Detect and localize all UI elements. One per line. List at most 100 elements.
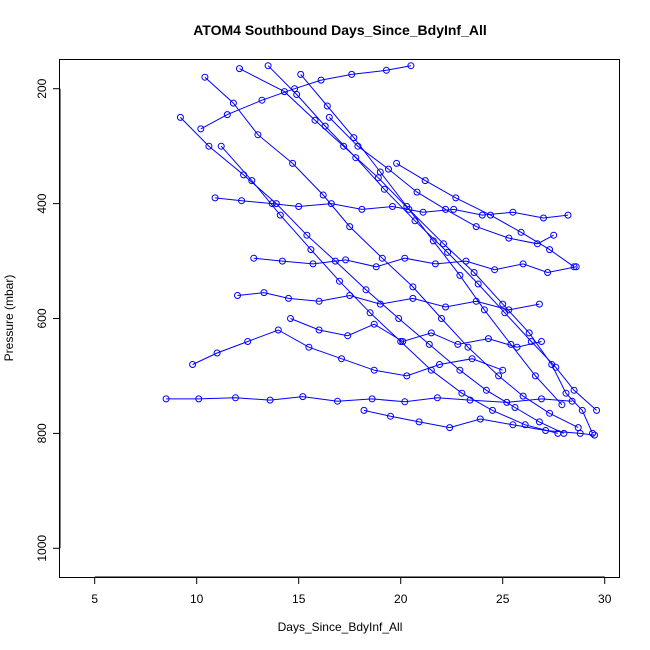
data-point: [354, 142, 362, 150]
data-point: [327, 200, 335, 208]
y-tick-label: 1000: [35, 535, 49, 562]
data-point: [289, 159, 297, 167]
data-point: [297, 70, 305, 78]
data-point: [195, 395, 203, 403]
data-point: [268, 200, 276, 208]
data-point: [466, 396, 474, 404]
data-point: [454, 340, 462, 348]
data-point: [358, 205, 366, 213]
data-layer: [162, 62, 601, 439]
series-3: [264, 62, 601, 414]
data-point: [429, 237, 437, 245]
data-point: [346, 292, 354, 299]
data-point: [480, 306, 488, 314]
data-point: [399, 338, 407, 345]
data-point: [334, 397, 341, 405]
data-point: [525, 329, 533, 337]
data-point: [366, 309, 374, 317]
data-point: [376, 300, 384, 308]
series-line: [253, 257, 577, 274]
data-point: [248, 177, 256, 185]
data-point: [462, 257, 470, 265]
series-line: [166, 396, 573, 403]
data-point: [552, 363, 560, 371]
data-point: [325, 113, 333, 121]
x-axis-label: Days_Since_BdyInf_All: [278, 620, 403, 634]
data-point: [535, 418, 543, 426]
data-point: [291, 85, 299, 93]
data-point: [570, 386, 578, 394]
data-point: [487, 211, 494, 219]
x-tick-label: 20: [394, 592, 408, 606]
data-point: [546, 246, 554, 254]
data-point: [223, 111, 231, 119]
data-point: [311, 116, 319, 124]
data-point: [309, 260, 317, 268]
data-point: [360, 406, 368, 414]
data-point: [348, 70, 356, 78]
y-tick-label: 200: [35, 78, 49, 98]
data-point: [201, 73, 209, 81]
data-point: [438, 315, 445, 322]
series-line: [290, 318, 542, 348]
data-point: [442, 303, 450, 311]
data-point: [576, 429, 584, 437]
data-point: [276, 211, 284, 219]
data-point: [409, 283, 417, 291]
data-point: [591, 431, 598, 439]
data-point: [456, 271, 464, 279]
data-point: [527, 338, 535, 345]
data-point: [436, 361, 443, 368]
series-line: [363, 409, 595, 436]
data-point: [319, 191, 327, 199]
y-tick-label: 400: [35, 193, 49, 213]
data-point: [352, 154, 360, 162]
data-point: [403, 372, 411, 380]
data-point: [407, 62, 415, 70]
series-line: [192, 329, 503, 377]
data-point: [162, 395, 170, 403]
series-8: [250, 254, 580, 276]
data-point: [535, 300, 543, 308]
data-point: [315, 297, 323, 305]
data-point: [491, 266, 499, 274]
data-point: [266, 396, 274, 404]
data-point: [538, 338, 545, 345]
data-point: [544, 269, 552, 276]
data-point: [433, 394, 441, 402]
data-point: [376, 168, 384, 176]
data-point: [232, 394, 239, 402]
plot-area-border: [59, 59, 620, 578]
series-line: [215, 197, 569, 219]
data-point: [401, 398, 409, 406]
data-point: [419, 208, 427, 216]
series-line: [204, 76, 579, 429]
data-point: [472, 297, 480, 305]
data-point: [372, 263, 380, 271]
data-point: [395, 315, 403, 322]
data-point: [238, 197, 246, 205]
data-point: [554, 429, 562, 437]
data-point: [542, 427, 550, 434]
x-tick-label: 25: [496, 592, 510, 606]
series-line: [267, 65, 597, 411]
data-point: [421, 177, 429, 185]
data-point: [519, 260, 527, 268]
data-point: [323, 102, 331, 110]
x-tick-label: 15: [292, 592, 306, 606]
data-point: [260, 289, 268, 297]
data-point: [450, 205, 458, 213]
data-point: [456, 366, 464, 374]
data-point: [370, 366, 378, 374]
data-point: [509, 208, 517, 216]
data-point: [205, 142, 213, 150]
data-point: [217, 142, 225, 150]
data-point: [558, 401, 566, 409]
y-axis: 200 400 600 800 1000: [35, 78, 61, 562]
data-point: [546, 409, 554, 417]
data-point: [362, 286, 370, 294]
data-point: [495, 372, 503, 380]
data-point: [380, 185, 388, 193]
series-12: [360, 406, 598, 439]
data-point: [484, 335, 492, 343]
